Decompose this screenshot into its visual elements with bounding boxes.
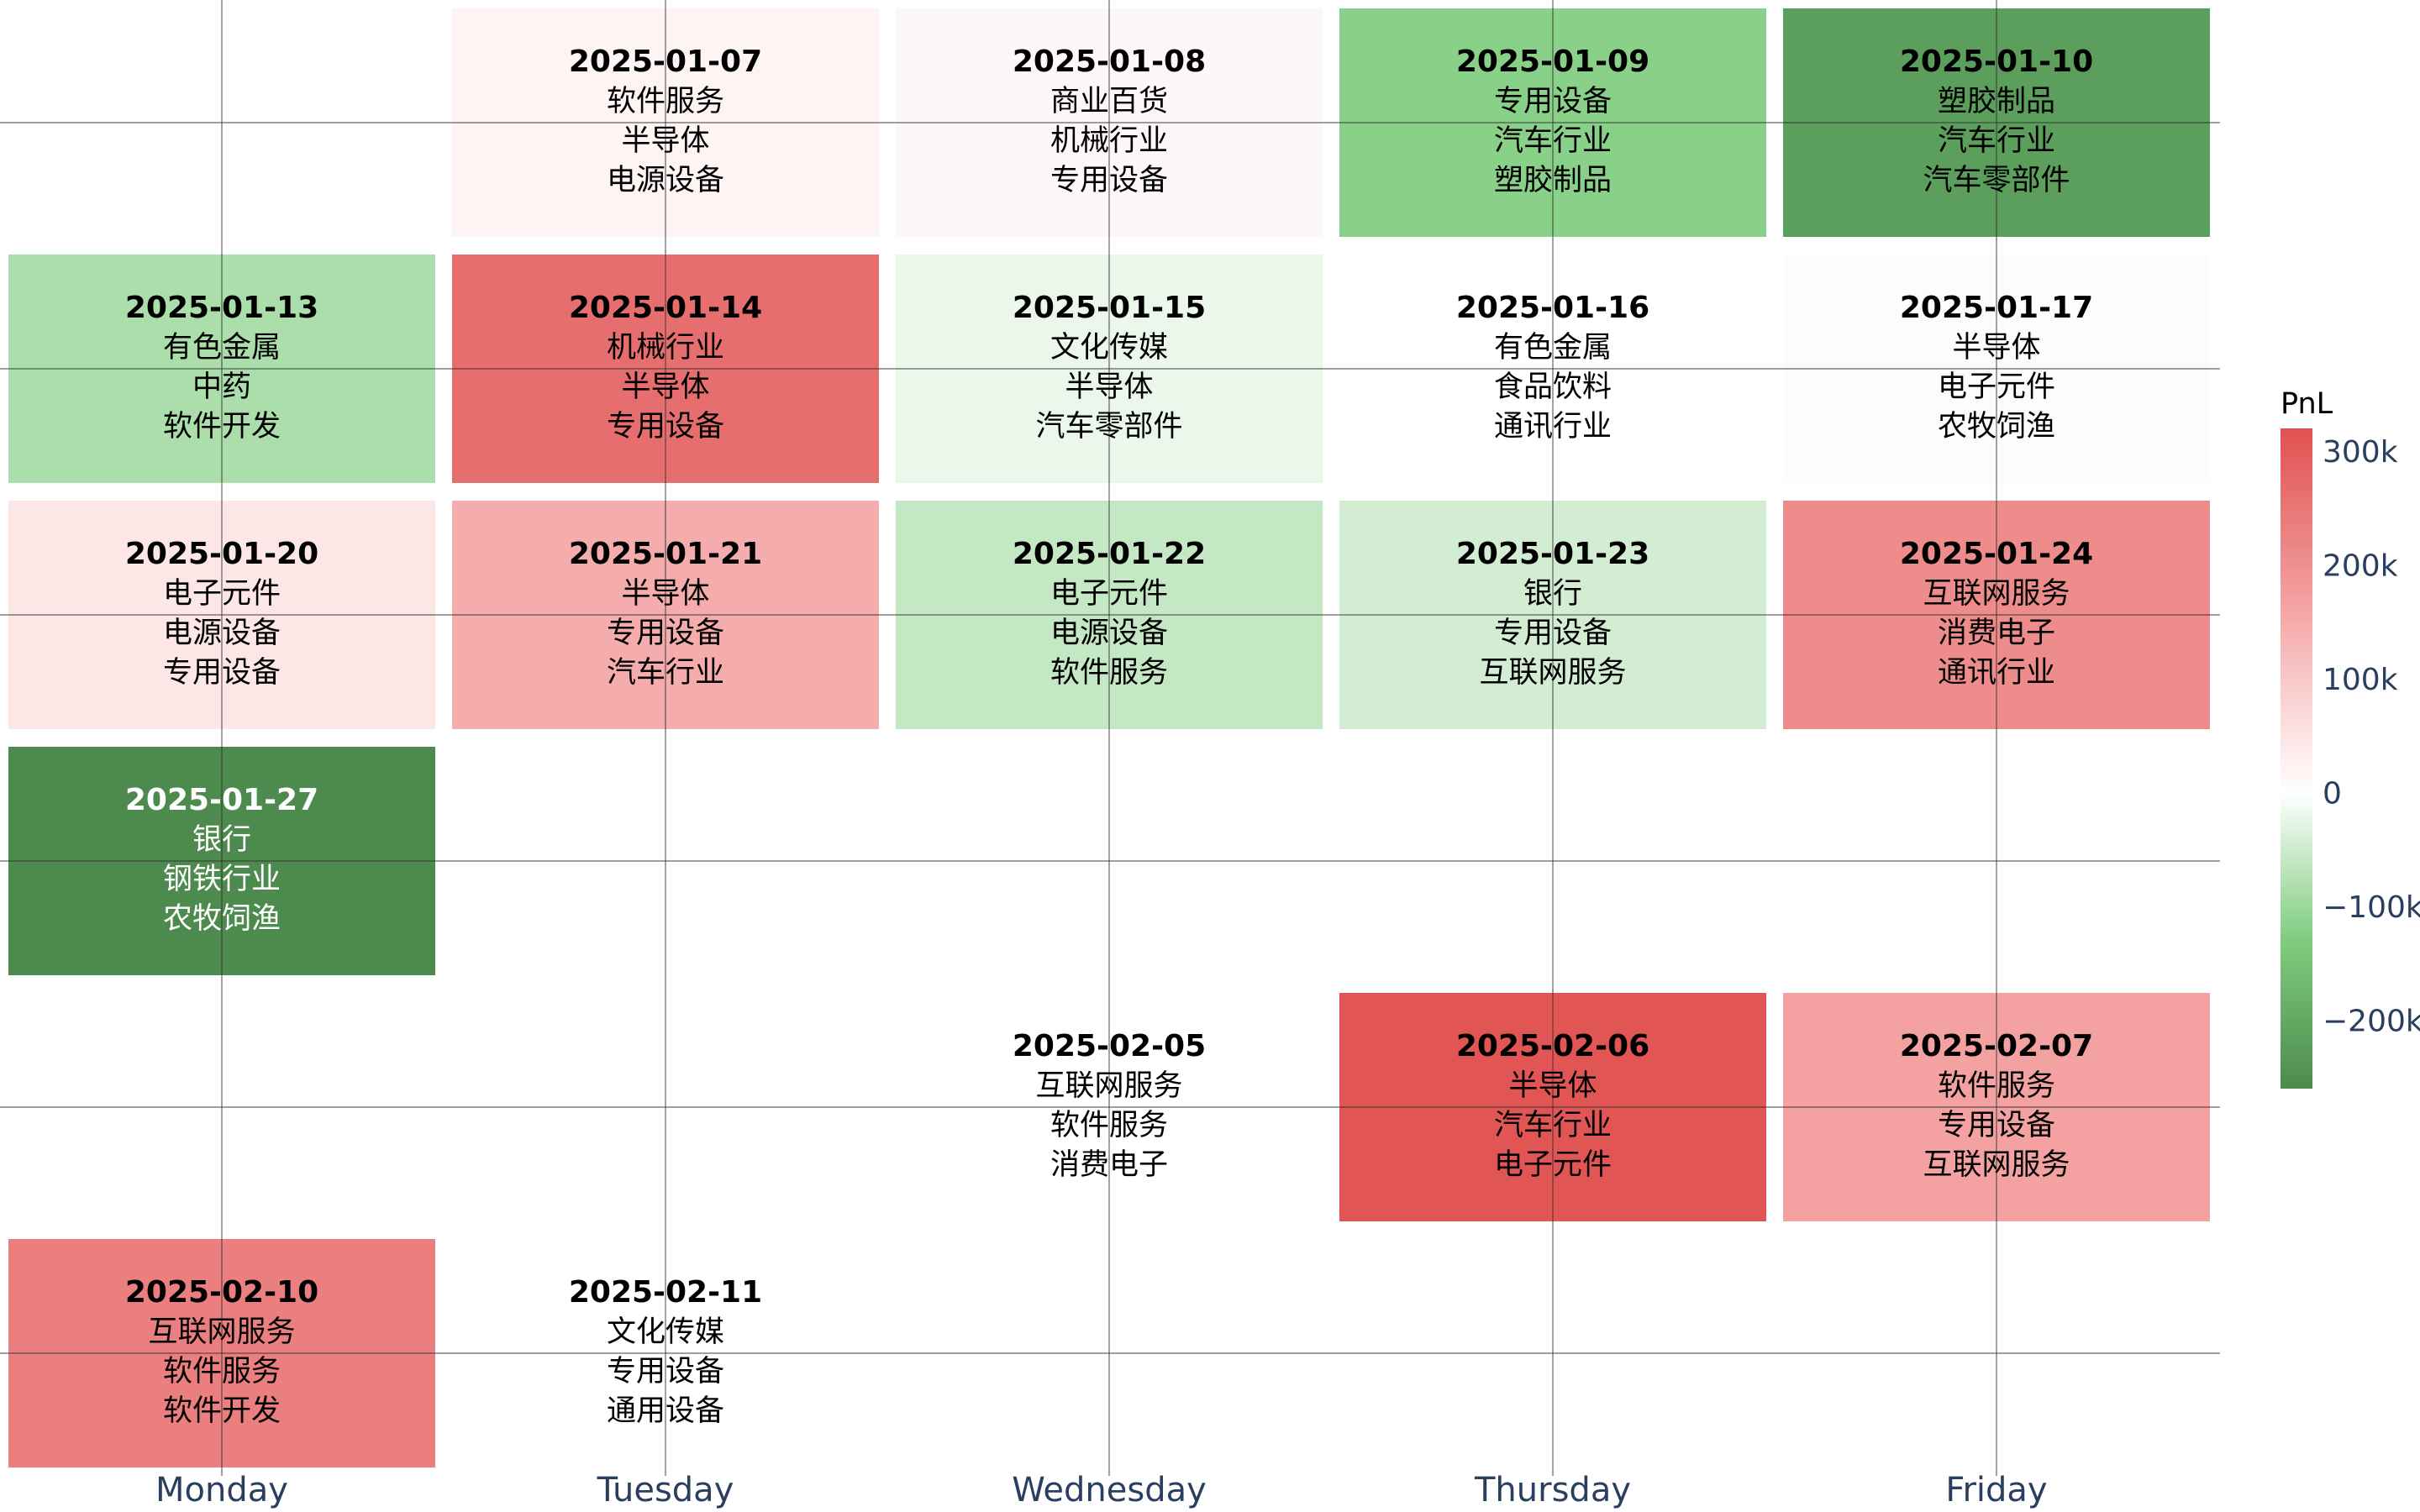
cell-sector-label: 塑胶制品 [1938,85,2055,118]
cell-sector-label: 塑胶制品 [1494,164,1612,197]
colorbar: PnL 300k 200k 100k 0 −100k −200k [2281,387,2420,1089]
cell-sector-label: 银行 [1523,577,1582,611]
cell-date-label: 2025-01-14 [569,291,762,325]
cell-date-label: 2025-02-10 [125,1275,318,1310]
cell-date-label: 2025-01-23 [1456,537,1649,571]
cell-date-label: 2025-01-20 [125,537,318,571]
cell-date-label: 2025-01-24 [1900,537,2093,571]
cell-sector-label: 有色金属 [163,331,281,365]
colorbar-tick-label: 300k [2323,435,2398,470]
cell-sector-label: 电源设备 [163,617,281,650]
cell-sector-label: 汽车零部件 [1923,164,2070,197]
x-axis: Monday Tuesday Wednesday Thursday Friday [155,1471,2048,1509]
cell-sector-label: 消费电子 [1050,1148,1168,1182]
cell-sector-label: 软件服务 [1938,1069,2055,1103]
colorbar-tick-label: −200k [2323,1005,2420,1039]
cell-sector-label: 机械行业 [1050,124,1168,158]
cell-sector-label: 软件服务 [1050,1109,1168,1142]
x-tick-label-wednesday: Wednesday [1012,1471,1207,1509]
cell-sector-label: 食品饮料 [1494,370,1612,404]
cell-sector-label: 通讯行业 [1938,656,2055,690]
x-tick-label-monday: Monday [155,1471,288,1509]
cell-sector-label: 半导体 [1952,331,2040,365]
cell-sector-label: 文化传媒 [607,1315,724,1349]
cell-sector-label: 电子元件 [1494,1148,1612,1182]
cell-date-label: 2025-01-16 [1456,291,1649,325]
cell-date-label: 2025-01-27 [125,783,318,817]
cell-sector-label: 电子元件 [1050,577,1168,611]
cell-sector-label: 专用设备 [163,656,281,690]
cell-sector-label: 专用设备 [1050,164,1168,197]
cell-sector-label: 中药 [192,370,251,404]
cell-sector-label: 钢铁行业 [163,863,281,896]
cell-sector-label: 半导体 [621,370,709,404]
cell-sector-label: 通用设备 [607,1394,724,1428]
colorbar-gradient [2281,428,2312,1089]
cell-sector-label: 通讯行业 [1494,410,1612,444]
cell-sector-label: 专用设备 [1494,617,1612,650]
cell-sector-label: 软件服务 [1050,656,1168,690]
grid-layer [0,0,2220,1476]
colorbar-tick-label: −100k [2323,890,2420,925]
cell-sector-label: 汽车行业 [1494,1109,1612,1142]
x-tick-label-friday: Friday [1945,1471,2047,1509]
cell-sector-label: 汽车行业 [607,656,724,690]
cell-sector-label: 文化传媒 [1050,331,1168,365]
cell-date-label: 2025-02-06 [1456,1029,1649,1063]
cell-sector-label: 消费电子 [1938,617,2055,650]
cell-sector-label: 商业百货 [1050,85,1168,118]
colorbar-tick-label: 0 [2323,777,2342,811]
cell-sector-label: 软件开发 [163,410,281,444]
cell-date-label: 2025-01-13 [125,291,318,325]
cell-sector-label: 互联网服务 [1923,577,2070,611]
cell-sector-label: 专用设备 [607,1355,724,1389]
cell-sector-label: 互联网服务 [1035,1069,1182,1103]
cell-date-label: 2025-01-15 [1013,291,1206,325]
cell-date-label: 2025-01-07 [569,45,762,79]
cell-sector-label: 电子元件 [163,577,281,611]
cell-sector-label: 专用设备 [1938,1109,2055,1142]
x-tick-label-tuesday: Tuesday [597,1471,734,1509]
cell-date-label: 2025-01-22 [1013,537,1206,571]
cell-sector-label: 汽车行业 [1494,124,1612,158]
cell-date-label: 2025-01-17 [1900,291,2093,325]
cell-sector-label: 软件开发 [163,1394,281,1428]
cell-sector-label: 汽车零部件 [1035,410,1182,444]
colorbar-title: PnL [2281,387,2333,421]
cell-date-label: 2025-02-11 [569,1275,762,1310]
cell-sector-label: 专用设备 [1494,85,1612,118]
cell-date-label: 2025-01-10 [1900,45,2093,79]
cell-sector-label: 电源设备 [1050,617,1168,650]
cell-sector-label: 半导体 [621,577,709,611]
cell-sector-label: 软件服务 [607,85,724,118]
cell-labels-layer: 2025-01-07软件服务半导体电源设备2025-01-08商业百货机械行业专… [125,45,2093,1428]
cell-sector-label: 专用设备 [607,617,724,650]
cell-sector-label: 半导体 [1508,1069,1597,1103]
cell-sector-label: 互联网服务 [148,1315,295,1349]
cell-sector-label: 软件服务 [163,1355,281,1389]
cell-date-label: 2025-01-09 [1456,45,1649,79]
cell-sector-label: 汽车行业 [1938,124,2055,158]
cell-sector-label: 机械行业 [607,331,724,365]
cell-sector-label: 电源设备 [607,164,724,197]
cell-sector-label: 银行 [192,823,251,857]
cell-sector-label: 半导体 [1065,370,1153,404]
cell-sector-label: 有色金属 [1494,331,1612,365]
cell-sector-label: 农牧饲渔 [1938,410,2055,444]
cell-date-label: 2025-01-21 [569,537,762,571]
cell-date-label: 2025-02-05 [1013,1029,1206,1063]
cell-sector-label: 农牧饲渔 [163,902,281,936]
colorbar-tick-label: 100k [2323,663,2398,697]
cell-date-label: 2025-01-08 [1013,45,1206,79]
cell-sector-label: 电子元件 [1938,370,2055,404]
cell-date-label: 2025-02-07 [1900,1029,2093,1063]
colorbar-tick-label: 200k [2323,549,2398,584]
cell-sector-label: 互联网服务 [1923,1148,2070,1182]
x-tick-label-thursday: Thursday [1474,1471,1631,1509]
cell-sector-label: 专用设备 [607,410,724,444]
cell-sector-label: 半导体 [621,124,709,158]
cell-sector-label: 互联网服务 [1479,656,1626,690]
